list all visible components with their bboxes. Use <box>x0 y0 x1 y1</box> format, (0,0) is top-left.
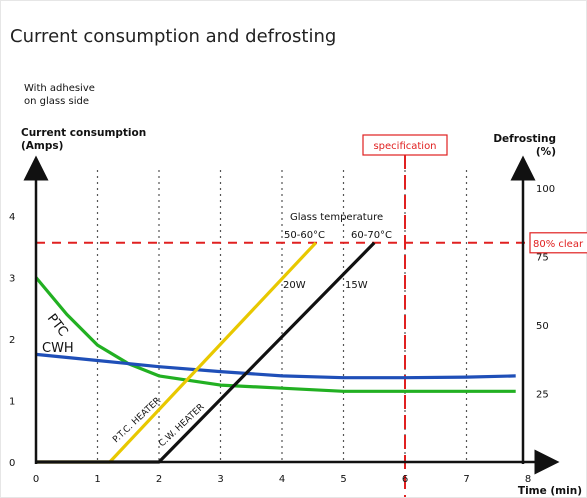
ptc-temp-label: 50-60°C <box>284 230 325 241</box>
y-left-label-unit: (Amps) <box>21 140 63 152</box>
clear-level-label: 80% clear <box>533 239 584 250</box>
specification-label: specification <box>373 141 436 152</box>
note-line: on glass side <box>24 96 89 107</box>
series-line-cwh <box>35 352 516 380</box>
x-tick-label: 3 <box>217 474 223 485</box>
y-right-label: Defrosting <box>493 133 556 145</box>
series-line-ptc <box>34 276 516 393</box>
y-left-tick-label: 3 <box>9 274 15 285</box>
specification-box <box>362 134 448 156</box>
clear-level-box <box>529 232 587 254</box>
cw-temp-label: 60-70°C <box>351 230 392 241</box>
y-right-tick-label: 50 <box>536 321 549 332</box>
x-tick-label: 7 <box>463 474 469 485</box>
y-right-tick-label: 75 <box>536 253 549 264</box>
x-axis-label: Time (min) <box>518 485 582 497</box>
glass-temperature-label: Glass temperature <box>290 212 383 223</box>
series-label-ptc-heater: P.T.C. HEATER <box>111 396 163 445</box>
x-tick-label: 8 <box>525 474 531 485</box>
y-left-tick-label: 2 <box>9 335 15 346</box>
x-tick-label: 1 <box>94 474 100 485</box>
series-label-cw-heater: C.W. HEATER <box>157 402 206 449</box>
series-label-cwh: CWH <box>42 341 74 356</box>
x-tick-label: 4 <box>279 474 285 485</box>
series-line-c-w-heater <box>36 241 376 464</box>
note-line: With adhesive <box>24 83 95 94</box>
y-left-label: Current consumption <box>21 127 146 139</box>
chart-title: Current consumption and defrosting <box>10 26 337 47</box>
x-tick-label: 0 <box>33 474 39 485</box>
y-right-label-unit: (%) <box>536 146 556 158</box>
y-left-tick-label: 4 <box>9 212 15 223</box>
y-left-tick-label: 0 <box>9 458 15 469</box>
x-tick-label: 2 <box>156 474 162 485</box>
x-tick-label: 6 <box>402 474 408 485</box>
y-right-tick-label: 100 <box>536 184 555 195</box>
y-left-tick-label: 1 <box>9 397 15 408</box>
y-right-tick-label: 25 <box>536 390 549 401</box>
x-tick-label: 5 <box>340 474 346 485</box>
ptc-power-label: 20W <box>283 280 306 291</box>
cw-power-label: 15W <box>345 280 368 291</box>
